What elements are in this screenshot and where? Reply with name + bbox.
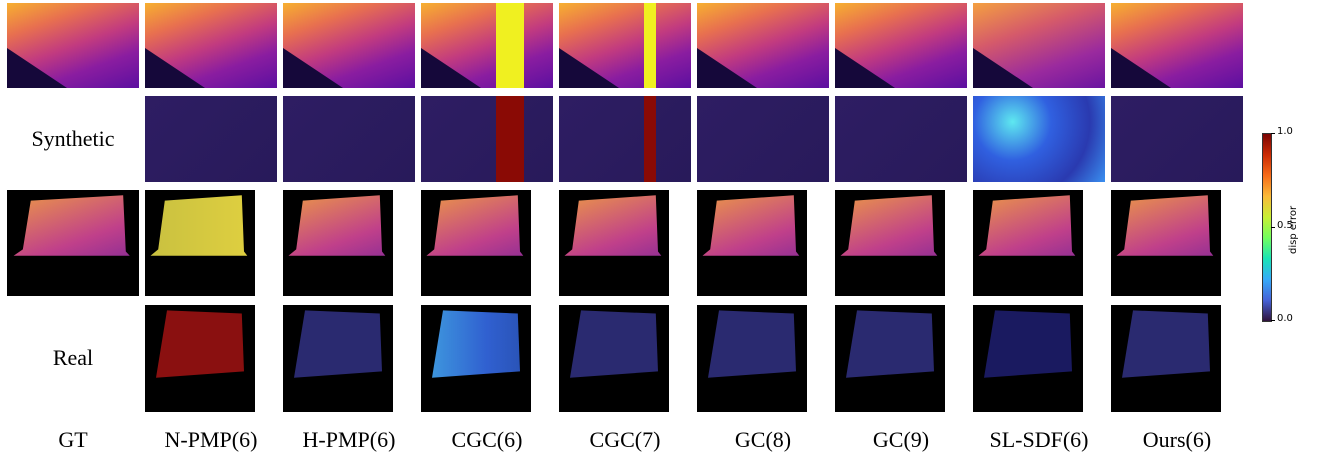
- image: [283, 305, 393, 412]
- image: [1111, 3, 1243, 88]
- column-label: N-PMP(6): [145, 427, 277, 453]
- colorbar: [1262, 133, 1272, 322]
- object: [7, 190, 139, 296]
- object: [283, 305, 393, 412]
- object: [283, 190, 393, 296]
- object: [697, 190, 807, 296]
- artifact: [644, 3, 656, 88]
- image: [421, 96, 553, 182]
- column-label: GT: [7, 427, 139, 453]
- image: [421, 305, 531, 412]
- object: [835, 305, 945, 412]
- image: [697, 96, 829, 182]
- object: [145, 305, 255, 412]
- object: [559, 190, 669, 296]
- shadow: [697, 48, 757, 88]
- column-label: H-PMP(6): [283, 427, 415, 453]
- image: [283, 3, 415, 88]
- artifact: [644, 96, 656, 182]
- shadow: [835, 48, 895, 88]
- tick-label: 0.5: [1277, 220, 1293, 231]
- row-label: Real: [7, 345, 139, 371]
- object: [1111, 305, 1221, 412]
- column-label: CGC(7): [559, 427, 691, 453]
- image: [283, 96, 415, 182]
- object: [145, 190, 255, 296]
- image: [283, 190, 393, 296]
- image: [145, 190, 255, 296]
- image: [1111, 305, 1221, 412]
- shadow: [421, 48, 481, 88]
- object: [421, 190, 531, 296]
- image: [145, 305, 255, 412]
- shadow: [145, 48, 205, 88]
- column-label: SL-SDF(6): [973, 427, 1105, 453]
- shadow: [1111, 48, 1171, 88]
- image: [973, 305, 1083, 412]
- image: [835, 190, 945, 296]
- object: [559, 305, 669, 412]
- object: [973, 305, 1083, 412]
- figure: Synthetic Real disp error (() => { const…: [0, 0, 1320, 457]
- artifact: [496, 96, 524, 182]
- tick-mark: [1271, 320, 1275, 321]
- tick-mark: [1271, 227, 1275, 228]
- column-label: GC(9): [835, 427, 967, 453]
- object: [835, 190, 945, 296]
- image: [835, 96, 967, 182]
- image: [145, 3, 277, 88]
- shadow: [559, 48, 619, 88]
- object: [973, 190, 1083, 296]
- image: [835, 3, 967, 88]
- image: [973, 96, 1105, 182]
- column-label: GC(8): [697, 427, 829, 453]
- shadow: [283, 48, 343, 88]
- object: [697, 305, 807, 412]
- shadow: [973, 48, 1033, 88]
- column-label: CGC(6): [421, 427, 553, 453]
- image: [421, 3, 553, 88]
- tick-mark: [1271, 133, 1275, 134]
- image: [1111, 96, 1243, 182]
- image: [1111, 190, 1221, 296]
- image: [7, 3, 139, 88]
- image: [559, 3, 691, 88]
- object: [1111, 190, 1221, 296]
- tick-label: 0.0: [1277, 313, 1293, 324]
- row-label: Synthetic: [7, 126, 139, 152]
- shadow: [7, 48, 67, 88]
- image: [559, 190, 669, 296]
- image: [7, 190, 139, 296]
- image: [697, 190, 807, 296]
- image: [697, 3, 829, 88]
- image: [559, 96, 691, 182]
- column-label: Ours(6): [1111, 427, 1243, 453]
- image: [973, 3, 1105, 88]
- image: [973, 190, 1083, 296]
- object: [421, 305, 531, 412]
- image: [835, 305, 945, 412]
- image: [697, 305, 807, 412]
- image: [421, 190, 531, 296]
- image: [145, 96, 277, 182]
- artifact: [496, 3, 524, 88]
- image: [559, 305, 669, 412]
- tick-label: 1.0: [1277, 126, 1293, 137]
